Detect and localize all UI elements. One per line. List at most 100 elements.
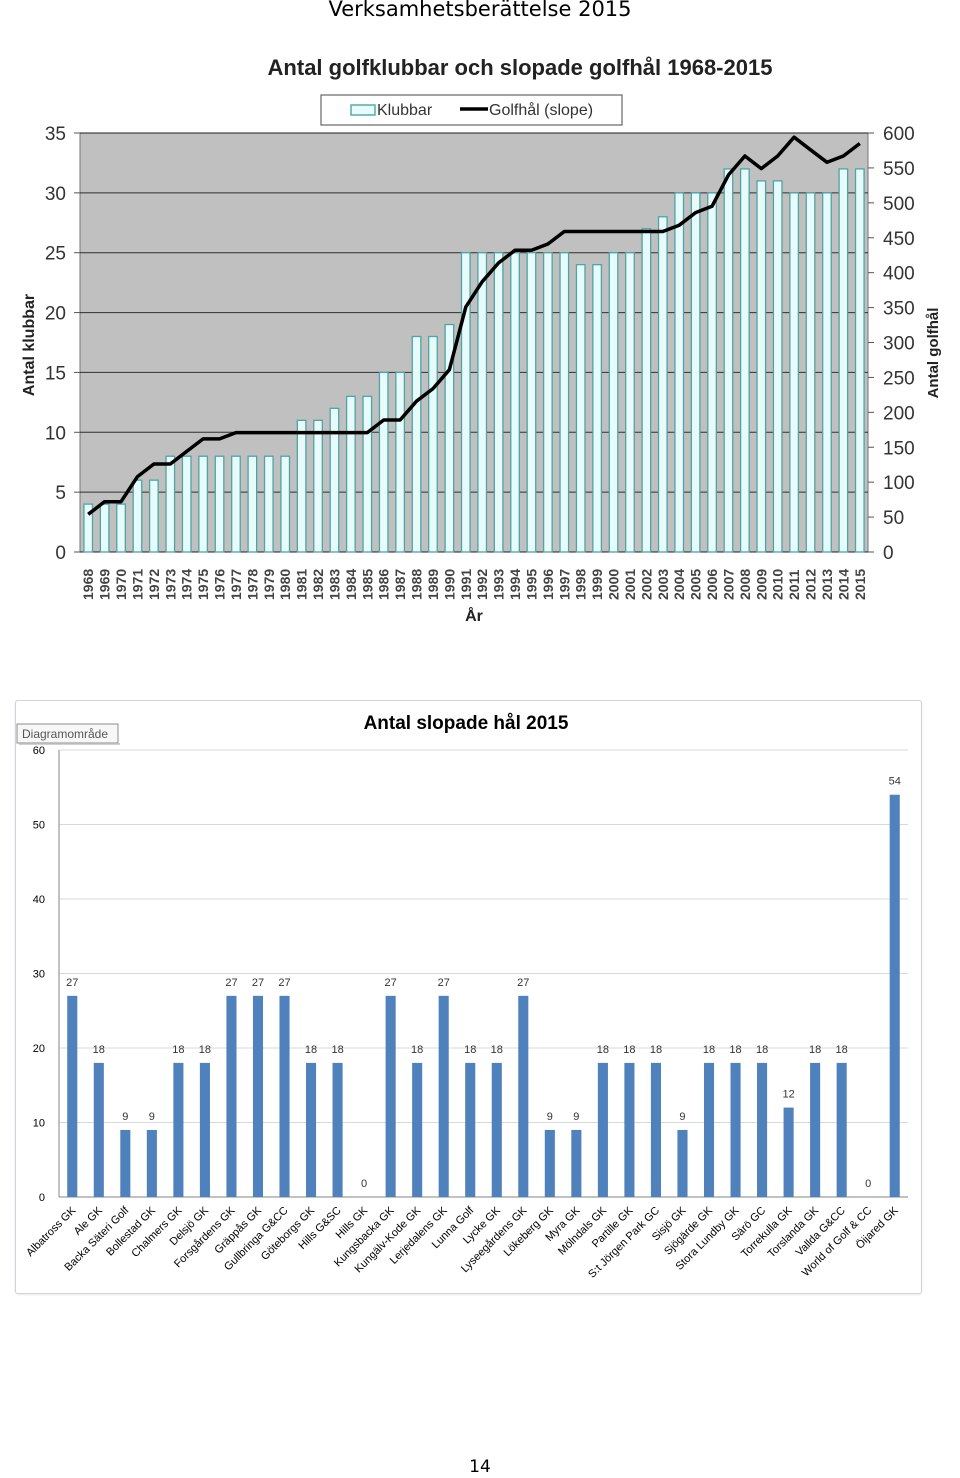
chart1-x-tick-label: 2012: [803, 569, 819, 600]
legend-label-klubbar: Klubbar: [377, 102, 433, 119]
chart1-bar: [198, 455, 209, 553]
chart2-bar: [677, 1129, 688, 1197]
chart2-bar: [438, 995, 449, 1197]
chart2-data-label: 27: [225, 977, 237, 989]
chart2-data-label: 18: [809, 1044, 821, 1056]
chart2-tooltip-text: Diagramområde: [22, 727, 108, 741]
chart2-bar: [624, 1062, 635, 1197]
chart1-bar: [657, 216, 668, 553]
chart2-data-label: 9: [573, 1111, 579, 1123]
chart2-data-label: 18: [597, 1044, 609, 1056]
chart1-x-tick-label: 2000: [606, 569, 622, 600]
chart1-y2-tick-label: 500: [883, 194, 915, 215]
chart-slope-holes-2015: Antal slopade hål 2015 27 18 9 9 18 18 27 27 27 1…: [16, 713, 908, 1281]
chart1-y-tick-label: 25: [45, 244, 66, 265]
chart1-bar: [378, 371, 389, 553]
chart1-bar: [674, 192, 685, 553]
chart2-bar: [757, 1062, 768, 1197]
chart2-y-tick-label: 20: [33, 1043, 45, 1055]
chart1-title: Antal golfklubbar och slopade golfhål 19…: [268, 55, 773, 80]
chart1-bar: [608, 252, 619, 553]
chart1-y2-tick-label: 550: [883, 159, 915, 180]
chart1-x-tick-label: 1969: [97, 569, 113, 600]
chart1-bar: [838, 168, 849, 553]
chart1-x-tick-label: 1996: [540, 569, 556, 600]
chart1-bar: [575, 264, 586, 553]
chart1-x-tick-label: 2008: [737, 569, 753, 600]
chart2-bar: [385, 995, 396, 1197]
chart2-bar: [783, 1107, 794, 1197]
chart1-bar: [148, 479, 159, 553]
chart1-y2-tick-label: 350: [883, 299, 915, 320]
chart1-x-tick-label: 1990: [441, 569, 457, 600]
chart2-data-label: 9: [149, 1111, 155, 1123]
chart1-bar: [625, 252, 635, 553]
chart1-x-tick-label: 2007: [721, 569, 737, 600]
chart1-y2-tick-label: 50: [883, 508, 904, 529]
chart2-bar: [889, 794, 900, 1197]
chart1-x-tick-label: 2009: [753, 569, 769, 600]
chart-golf-clubs-and-holes: Antal golfklubbar och slopade golfhål 19…: [21, 55, 942, 625]
chart2-bar: [67, 995, 78, 1197]
chart2-data-label: 0: [865, 1178, 871, 1190]
chart1-bar: [772, 180, 783, 553]
chart1-x-tick-label: 2014: [835, 569, 851, 600]
chart2-bar: [146, 1129, 157, 1197]
chart1-bar: [280, 455, 291, 553]
chart1-x-tick-label: 2002: [638, 569, 654, 600]
chart1-bar: [165, 455, 176, 553]
chart1-x-tick-label: 1985: [359, 569, 375, 600]
chart2-y-tick-label: 40: [33, 894, 45, 906]
chart1-bar: [181, 455, 192, 553]
chart2-data-label: 9: [547, 1111, 553, 1123]
chart2-bar: [199, 1062, 210, 1197]
chart1-bar: [542, 252, 553, 553]
chart1-bar: [99, 503, 110, 553]
chart2-bar: [120, 1129, 131, 1197]
chart1-bar: [132, 479, 143, 553]
chart1-x-tick-label: 2001: [622, 569, 638, 600]
chart2-data-label: 54: [889, 776, 901, 788]
chart1-x-tick-label: 1986: [376, 569, 392, 600]
chart1-x-tick-label: 1993: [491, 569, 507, 600]
chart1-x-tick-label: 1999: [589, 569, 605, 600]
chart2-data-label: 27: [385, 977, 397, 989]
chart1-x-tick-label: 1968: [80, 569, 96, 600]
chart2-data-label: 18: [199, 1044, 211, 1056]
chart1-bar: [329, 407, 340, 553]
chart2-data-label: 9: [679, 1111, 685, 1123]
chart1-bar: [313, 419, 323, 553]
chart2-bar: [491, 1062, 502, 1197]
chart1-bar: [116, 503, 126, 553]
chart1-legend: Klubbar Golfhål (slope): [320, 94, 623, 126]
chart2-data-label: 18: [703, 1044, 715, 1056]
chart2-y-tick-label: 60: [33, 745, 45, 757]
chart1-bar: [83, 503, 94, 553]
chart1-series-line: [87, 135, 861, 516]
chart1-y2-tick-label: 0: [883, 543, 894, 564]
chart1-bar: [345, 395, 356, 553]
chart1-bar: [247, 455, 258, 553]
chart1-x-tick-label: 2015: [852, 569, 868, 600]
chart1-x-tick-label: 2004: [671, 569, 687, 600]
chart1-y-tick-label: 0: [55, 543, 66, 564]
chart2-data-label: 18: [623, 1044, 635, 1056]
chart1-x-tick-label: 2006: [704, 569, 720, 600]
chart1-y2-tick-label: 450: [883, 229, 915, 250]
chart1-x-tick-label: 1983: [327, 569, 343, 600]
chart1-y-tick-label: 20: [45, 304, 66, 325]
chart2-bar: [597, 1062, 608, 1197]
chart1-x-tick-label: 1981: [294, 569, 310, 600]
chart2-bar: [173, 1062, 184, 1197]
chart1-bar: [822, 192, 832, 553]
chart1-x-tick-label: 1980: [277, 569, 293, 600]
chart2-bar: [703, 1062, 715, 1197]
chart1-bar: [592, 264, 603, 553]
chart2-bar: [412, 1062, 423, 1197]
chart2-bar: [518, 995, 529, 1197]
chart1-x-tick-label: 1975: [195, 569, 211, 600]
chart1-bar: [510, 252, 520, 553]
chart1-bar: [263, 455, 274, 553]
chart1-x-tick-label: 2005: [688, 569, 704, 600]
chart1-bar: [723, 168, 734, 553]
